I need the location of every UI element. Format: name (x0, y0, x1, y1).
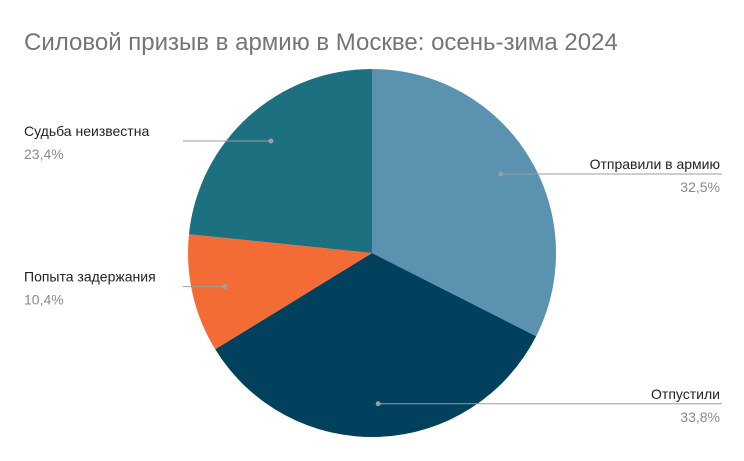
slice-label-1: Отправили в армию (590, 156, 720, 172)
slice-label-2: Отпустили (651, 386, 720, 402)
pie-slice-4 (188, 69, 372, 253)
chart-title: Силовой призыв в армию в Москве: осень-з… (24, 29, 618, 56)
slice-value-3: 10,4% (24, 292, 64, 308)
slice-labels: Отправили в армию 32,5% Отпустили 33,8% Попы… (24, 123, 722, 425)
pie-slice-3 (188, 234, 372, 350)
slice-value-2: 33,8% (680, 409, 720, 425)
leader-dot-3 (222, 284, 228, 290)
pie-slice-1 (372, 69, 557, 337)
pie-slices (188, 69, 557, 438)
slice-label-4: Судьба неизвестна (24, 123, 149, 139)
leader-dot-1 (498, 171, 504, 177)
leader-dot-4 (268, 138, 274, 144)
slice-value-4: 23,4% (24, 146, 64, 162)
pie-slice-2 (215, 253, 537, 438)
leader-dot-2 (375, 401, 381, 407)
slice-value-1: 32,5% (680, 179, 720, 195)
slice-label-3: Попыта задержания (24, 269, 156, 285)
